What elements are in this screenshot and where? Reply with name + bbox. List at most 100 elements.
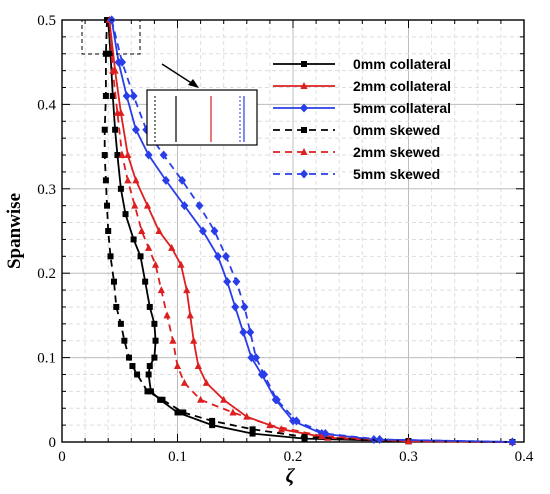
- data-point-0mm-collateral: [117, 185, 124, 192]
- data-point-5mm-skewed: [321, 429, 330, 439]
- data-point-2mm-skewed: [124, 176, 132, 184]
- data-point-0mm-skewed: [180, 409, 187, 416]
- data-point-2mm-collateral: [177, 260, 185, 268]
- data-point-2mm-collateral: [194, 362, 202, 370]
- data-point-0mm-skewed: [104, 17, 111, 23]
- x-axis-label: ζ: [286, 465, 296, 487]
- series-0mm-collateral: [105, 17, 516, 445]
- data-point-5mm-skewed: [260, 369, 269, 379]
- y-tick-label: 0.3: [37, 182, 56, 198]
- data-point-2mm-skewed: [131, 201, 139, 209]
- series-line-5mm-skewed: [110, 19, 513, 443]
- legend-label-5mm-collateral: 5mm collateral: [353, 100, 451, 116]
- data-point-5mm-skewed: [272, 395, 281, 405]
- legend-marker-5mm-collateral: [300, 103, 308, 113]
- data-point-0mm-skewed: [134, 371, 141, 378]
- data-point-0mm-collateral: [109, 92, 116, 99]
- data-point-5mm-skewed: [118, 57, 127, 67]
- data-point-2mm-collateral: [124, 151, 132, 159]
- data-point-0mm-collateral: [147, 388, 154, 395]
- data-point-0mm-collateral: [151, 320, 158, 327]
- data-point-2mm-collateral: [132, 176, 140, 184]
- data-point-5mm-collateral: [239, 327, 248, 337]
- data-point-2mm-skewed: [197, 395, 205, 403]
- data-point-0mm-skewed: [105, 228, 112, 234]
- series-line-5mm-collateral: [110, 19, 513, 443]
- data-point-0mm-collateral: [151, 354, 158, 361]
- data-point-0mm-skewed: [102, 177, 109, 184]
- series-line-2mm-collateral: [108, 19, 513, 443]
- legend-marker-5mm-skewed: [300, 169, 308, 179]
- data-point-5mm-collateral: [247, 353, 256, 363]
- data-point-2mm-skewed: [151, 260, 160, 268]
- data-point-2mm-skewed: [118, 151, 126, 159]
- legend-marker-2mm-collateral: [300, 82, 308, 89]
- legend-label-5mm-skewed: 5mm skewed: [353, 166, 440, 182]
- data-point-0mm-skewed: [107, 253, 114, 260]
- data-point-0mm-skewed: [104, 202, 111, 209]
- data-point-2mm-skewed: [404, 437, 413, 445]
- legend-label-2mm-collateral: 2mm collateral: [353, 78, 451, 94]
- data-point-2mm-skewed: [180, 378, 189, 386]
- data-point-5mm-skewed: [246, 327, 255, 337]
- data-point-2mm-collateral: [220, 395, 228, 403]
- data-point-2mm-skewed: [169, 336, 177, 344]
- data-point-5mm-collateral: [122, 91, 131, 101]
- data-point-2mm-collateral: [277, 425, 286, 433]
- y-tick-label: 0.4: [37, 97, 56, 113]
- data-point-0mm-collateral: [130, 236, 137, 243]
- data-point-5mm-collateral: [144, 150, 153, 160]
- data-point-0mm-skewed: [249, 426, 256, 433]
- data-point-0mm-skewed: [159, 396, 166, 403]
- data-point-0mm-skewed: [101, 126, 108, 133]
- data-point-0mm-collateral: [122, 211, 129, 218]
- data-point-0mm-collateral: [209, 422, 216, 429]
- data-point-2mm-collateral: [190, 336, 198, 344]
- data-point-0mm-skewed: [113, 303, 120, 310]
- data-point-0mm-collateral: [114, 152, 121, 159]
- data-point-0mm-skewed: [102, 92, 109, 99]
- legend-label-0mm-skewed: 0mm skewed: [353, 122, 440, 138]
- zoom-arrowhead: [188, 79, 199, 88]
- data-point-5mm-collateral: [231, 302, 240, 312]
- data-point-2mm-collateral: [143, 201, 152, 209]
- data-point-5mm-collateral: [198, 226, 207, 236]
- data-point-0mm-skewed: [125, 354, 132, 361]
- data-point-5mm-skewed: [232, 277, 241, 287]
- y-axis-label: Spanwise: [4, 193, 25, 269]
- data-point-2mm-collateral: [202, 378, 210, 386]
- data-point-5mm-skewed: [222, 251, 231, 261]
- x-tick-label: 0.3: [399, 449, 418, 465]
- data-point-0mm-collateral: [152, 337, 159, 344]
- data-point-0mm-skewed: [209, 417, 216, 424]
- legend-marker-0mm-collateral: [301, 61, 307, 67]
- data-point-0mm-collateral: [112, 126, 119, 133]
- series-line-0mm-collateral: [107, 19, 513, 443]
- data-point-5mm-skewed: [159, 150, 168, 160]
- data-point-2mm-skewed: [163, 311, 171, 319]
- data-point-5mm-collateral: [180, 201, 189, 211]
- data-point-5mm-skewed: [129, 91, 138, 101]
- data-point-2mm-skewed: [229, 408, 237, 416]
- data-point-5mm-collateral: [131, 125, 140, 135]
- data-point-0mm-collateral: [146, 363, 153, 370]
- data-point-2mm-skewed: [145, 243, 153, 251]
- x-tick-label: 0: [58, 449, 66, 465]
- data-point-0mm-collateral: [249, 430, 256, 437]
- legend-label-0mm-collateral: 0mm collateral: [353, 56, 451, 72]
- data-point-5mm-skewed: [292, 416, 301, 426]
- series-0mm-skewed: [101, 17, 516, 445]
- data-point-5mm-collateral: [213, 251, 222, 261]
- data-point-0mm-collateral: [142, 278, 149, 285]
- data-point-2mm-skewed: [109, 66, 117, 74]
- data-point-2mm-skewed: [173, 362, 182, 370]
- data-point-0mm-skewed: [144, 388, 151, 395]
- legend: 0mm collateral 2mm collateral 5mm collater…: [273, 56, 451, 182]
- data-point-0mm-collateral: [146, 303, 153, 310]
- y-tick-label: 0.5: [37, 13, 56, 29]
- series-layer: [101, 15, 517, 447]
- zoom-inset: [146, 89, 258, 146]
- series-line-2mm-skewed: [108, 19, 513, 443]
- data-point-2mm-skewed: [157, 286, 165, 294]
